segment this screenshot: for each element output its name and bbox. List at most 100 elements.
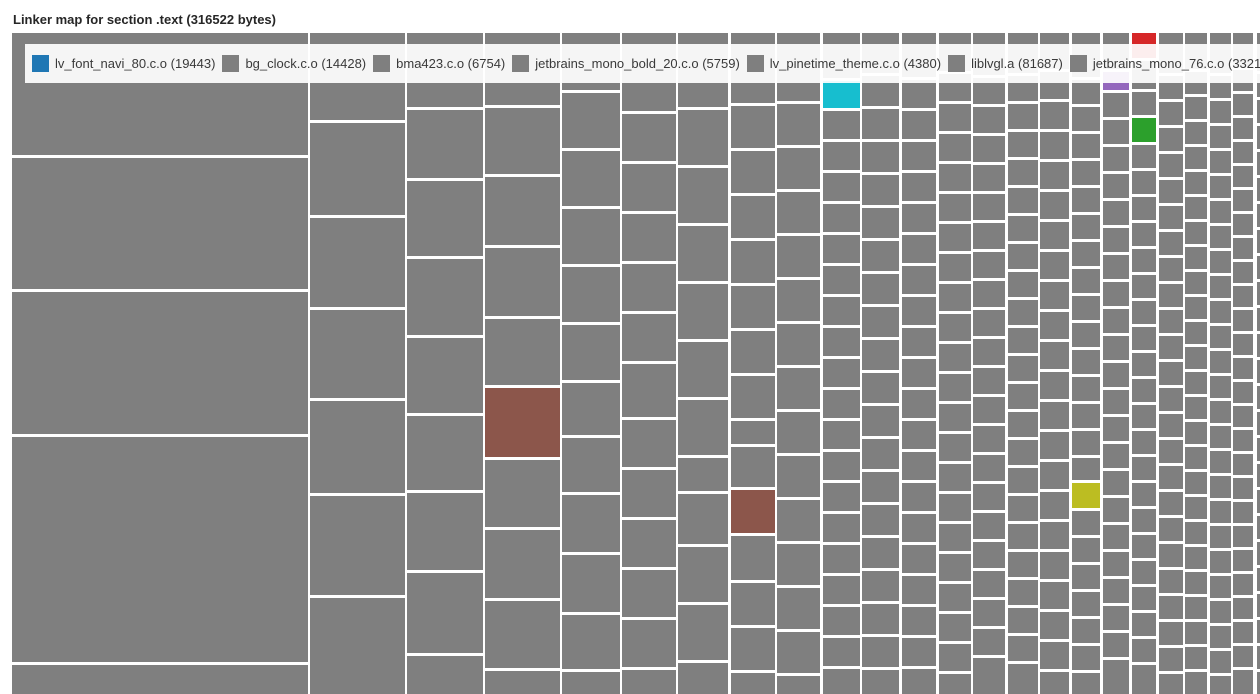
treemap-block-brown[interactable] xyxy=(731,490,775,533)
treemap-block[interactable] xyxy=(1132,587,1156,610)
treemap-block[interactable] xyxy=(622,214,676,261)
treemap-block[interactable] xyxy=(1040,132,1069,159)
treemap-block[interactable] xyxy=(1159,674,1183,694)
treemap-block[interactable] xyxy=(1103,93,1129,117)
treemap-block[interactable] xyxy=(862,109,899,139)
treemap-block[interactable] xyxy=(902,266,936,294)
treemap-block[interactable] xyxy=(678,400,728,455)
treemap-block[interactable] xyxy=(902,111,936,139)
treemap-block[interactable] xyxy=(902,297,936,325)
treemap-block[interactable] xyxy=(1185,422,1207,444)
treemap-block[interactable] xyxy=(1103,282,1129,306)
treemap-block[interactable] xyxy=(1008,132,1038,157)
treemap-block[interactable] xyxy=(1132,639,1156,662)
treemap-block[interactable] xyxy=(1132,197,1156,220)
treemap-block[interactable] xyxy=(1210,401,1231,423)
treemap-block[interactable] xyxy=(1257,568,1260,591)
treemap-block[interactable] xyxy=(1103,552,1129,576)
treemap-block[interactable] xyxy=(973,339,1005,365)
treemap-block[interactable] xyxy=(862,340,899,370)
treemap-block[interactable] xyxy=(731,536,775,580)
treemap-block[interactable] xyxy=(1185,272,1207,294)
treemap-block[interactable] xyxy=(939,104,971,131)
treemap-block[interactable] xyxy=(862,406,899,436)
treemap-block[interactable] xyxy=(777,588,820,629)
treemap-block[interactable] xyxy=(939,194,971,221)
treemap-block[interactable] xyxy=(1185,447,1207,469)
treemap-block[interactable] xyxy=(1040,612,1069,639)
treemap-block[interactable] xyxy=(1103,363,1129,387)
treemap-block[interactable] xyxy=(1040,642,1069,669)
treemap-block[interactable] xyxy=(678,284,728,339)
treemap-block-olive[interactable] xyxy=(1072,483,1100,508)
treemap-block[interactable] xyxy=(1257,412,1260,435)
treemap-block[interactable] xyxy=(823,297,860,325)
treemap-block[interactable] xyxy=(1210,151,1231,173)
treemap-block[interactable] xyxy=(777,676,820,694)
treemap-block[interactable] xyxy=(1040,672,1069,694)
treemap-block[interactable] xyxy=(1040,372,1069,399)
treemap-block[interactable] xyxy=(973,426,1005,452)
treemap-block[interactable] xyxy=(823,235,860,263)
treemap-block[interactable] xyxy=(1210,176,1231,198)
treemap-block[interactable] xyxy=(777,192,820,233)
treemap-block[interactable] xyxy=(1257,334,1260,357)
treemap-block[interactable] xyxy=(973,281,1005,307)
treemap-block[interactable] xyxy=(1185,172,1207,194)
treemap-block[interactable] xyxy=(1008,328,1038,353)
treemap-block[interactable] xyxy=(939,494,971,521)
treemap-block[interactable] xyxy=(1040,102,1069,129)
treemap-block[interactable] xyxy=(1210,551,1231,573)
treemap-block[interactable] xyxy=(407,110,483,178)
treemap-block[interactable] xyxy=(1185,247,1207,269)
treemap-block[interactable] xyxy=(1072,188,1100,212)
treemap-block[interactable] xyxy=(862,538,899,568)
treemap-block[interactable] xyxy=(1185,97,1207,119)
treemap-block[interactable] xyxy=(1072,511,1100,535)
treemap-block[interactable] xyxy=(973,310,1005,336)
treemap-block[interactable] xyxy=(1257,256,1260,279)
treemap-block[interactable] xyxy=(777,324,820,365)
treemap-block[interactable] xyxy=(1257,126,1260,149)
treemap-block[interactable] xyxy=(1257,464,1260,487)
treemap-block[interactable] xyxy=(1103,174,1129,198)
treemap-block[interactable] xyxy=(310,401,405,493)
treemap-block[interactable] xyxy=(902,421,936,449)
treemap-block[interactable] xyxy=(1233,118,1253,139)
treemap-block[interactable] xyxy=(1040,432,1069,459)
treemap-block[interactable] xyxy=(1257,230,1260,253)
treemap-block[interactable] xyxy=(731,331,775,373)
treemap-block[interactable] xyxy=(1103,471,1129,495)
treemap-block[interactable] xyxy=(1185,547,1207,569)
treemap-block[interactable] xyxy=(1185,597,1207,619)
treemap-block[interactable] xyxy=(1233,550,1253,571)
treemap-block[interactable] xyxy=(973,107,1005,133)
treemap-block[interactable] xyxy=(1072,296,1100,320)
treemap-block[interactable] xyxy=(622,364,676,417)
treemap-block[interactable] xyxy=(1159,570,1183,593)
treemap-block[interactable] xyxy=(1257,386,1260,409)
treemap-block[interactable] xyxy=(1210,526,1231,548)
treemap-block[interactable] xyxy=(1185,472,1207,494)
treemap-block[interactable] xyxy=(777,280,820,321)
treemap-block[interactable] xyxy=(1103,255,1129,279)
treemap-block[interactable] xyxy=(823,266,860,294)
treemap-block[interactable] xyxy=(1008,216,1038,241)
treemap-block[interactable] xyxy=(1257,282,1260,305)
treemap-block[interactable] xyxy=(973,455,1005,481)
treemap-block[interactable] xyxy=(1257,360,1260,383)
treemap-block[interactable] xyxy=(1132,457,1156,480)
treemap-block[interactable] xyxy=(562,325,620,380)
treemap-block[interactable] xyxy=(939,374,971,401)
treemap-block[interactable] xyxy=(1159,232,1183,255)
treemap-block[interactable] xyxy=(1210,351,1231,373)
treemap-block[interactable] xyxy=(823,576,860,604)
treemap-block[interactable] xyxy=(973,658,1005,694)
treemap-block[interactable] xyxy=(1257,516,1260,539)
treemap-block[interactable] xyxy=(1210,201,1231,223)
treemap-block[interactable] xyxy=(407,493,483,570)
treemap-block[interactable] xyxy=(777,368,820,409)
treemap-block[interactable] xyxy=(731,241,775,283)
treemap-block[interactable] xyxy=(1185,197,1207,219)
treemap-block[interactable] xyxy=(777,500,820,541)
